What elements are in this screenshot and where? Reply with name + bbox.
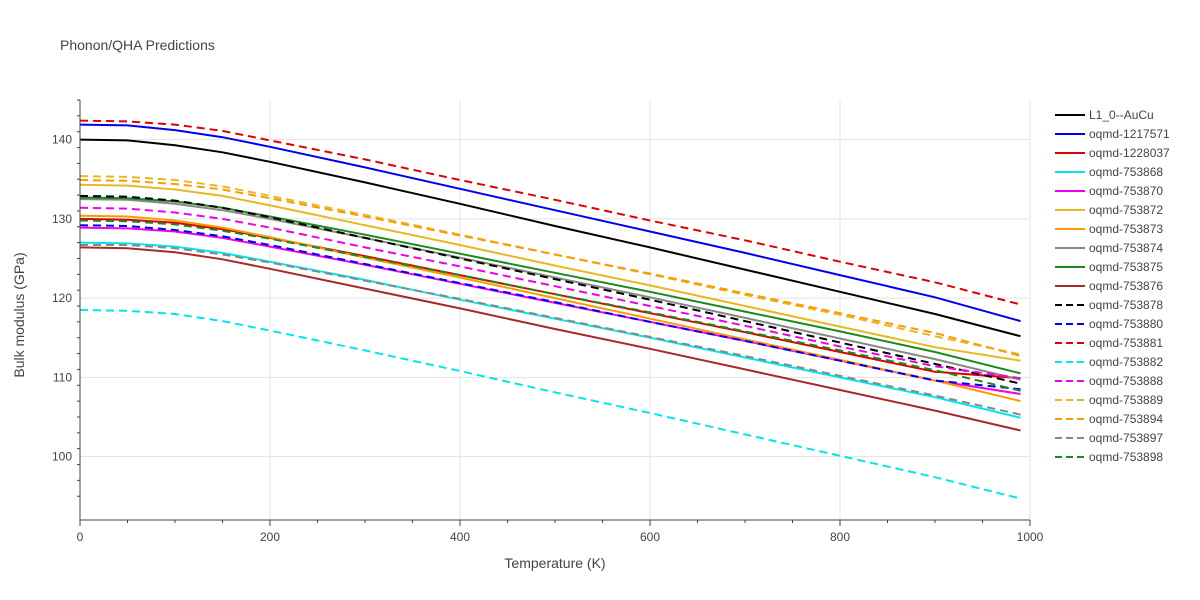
series-line-oqmd-753876 [79,246,1021,432]
series-line-oqmd-753868 [79,241,1021,419]
x-tick-label: 800 [830,530,850,544]
y-tick-label: 130 [52,212,72,226]
legend-label: oqmd-753875 [1089,260,1163,274]
legend-label: oqmd-753868 [1089,165,1163,179]
x-tick-label: 0 [77,530,84,544]
grid [80,100,1031,520]
y-tick-label: 140 [52,133,72,147]
y-axis-title: Bulk modulus (GPa) [11,252,27,377]
legend-label: oqmd-753872 [1089,203,1163,217]
series-line-oqmd-753881 [79,119,1021,306]
series-line-oqmd-753873 [79,214,1021,403]
series-line-oqmd-753874 [79,198,1021,381]
legend-label: oqmd-753897 [1089,431,1163,445]
series-line-oqmd-753898 [79,219,1021,392]
legend-label: oqmd-753878 [1089,298,1163,312]
legend: L1_0--AuCu oqmd-1217571 oqmd-1228037 oqmd-7… [1055,108,1170,464]
series-line-oqmd-1217571 [79,123,1021,323]
axes: 0 200 400 600 800 1000 100 110 120 130 140 [52,99,1044,544]
y-tick-label: 100 [52,450,72,464]
legend-label: L1_0--AuCu [1089,108,1154,122]
legend-label: oqmd-753876 [1089,279,1163,293]
legend-label: oqmd-753889 [1089,393,1163,407]
series-line-oqmd-753878 [79,194,1021,385]
x-tick-label: 1000 [1017,530,1044,544]
y-tick-label: 120 [52,291,72,305]
x-tick-label: 200 [260,530,280,544]
legend-label: oqmd-753898 [1089,450,1163,464]
series-line-L1_0--AuCu [79,138,1021,338]
legend-label: oqmd-753870 [1089,184,1163,198]
legend-label: oqmd-753873 [1089,222,1163,236]
series-line-oqmd-753889 [79,175,1021,356]
x-axis-title: Temperature (K) [504,555,605,571]
series-line-oqmd-753897 [80,244,1021,416]
legend-label: oqmd-753894 [1089,412,1163,426]
legend-label: oqmd-1217571 [1089,127,1170,141]
series-line-oqmd-753888 [79,206,1021,380]
series-line-oqmd-753880 [79,224,1021,391]
legend-label: oqmd-753888 [1089,374,1163,388]
x-tick-label: 600 [640,530,660,544]
plot-area [79,119,1021,500]
y-tick-label: 110 [53,370,72,384]
legend-label: oqmd-753880 [1089,317,1163,331]
x-tick-label: 400 [450,530,470,544]
series-line-oqmd-753894 [79,179,1021,357]
legend-label: oqmd-753882 [1089,355,1163,369]
series-line-oqmd-753872 [79,183,1021,362]
legend-label: oqmd-753874 [1089,241,1163,255]
series-line-oqmd-753882 [79,309,1021,500]
chart-title: Phonon/QHA Predictions [60,37,215,53]
legend-label: oqmd-1228037 [1089,146,1170,160]
legend-label: oqmd-753881 [1089,336,1163,350]
